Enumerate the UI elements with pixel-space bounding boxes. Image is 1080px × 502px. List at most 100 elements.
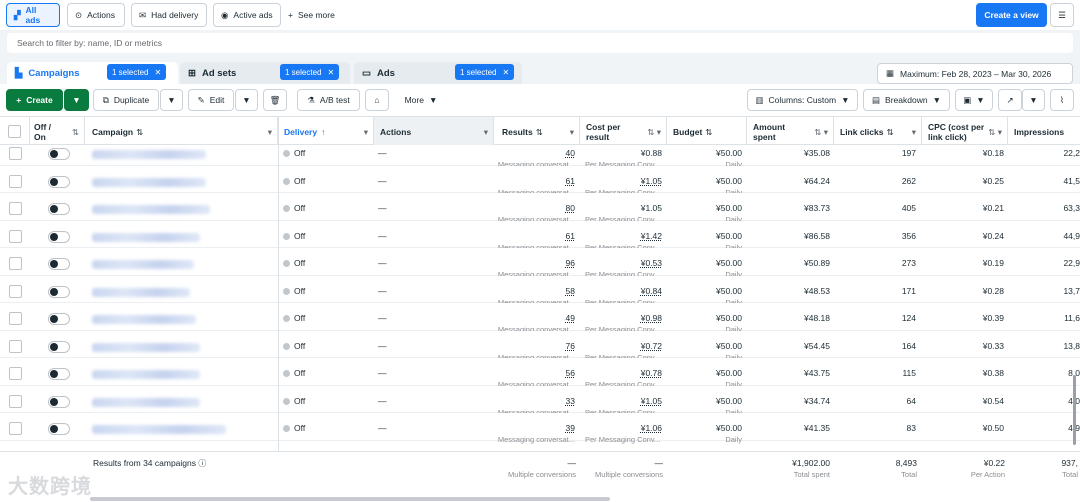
table-row[interactable]: Off — 58 Messaging conversat... ¥0.84 Pe…	[0, 275, 1080, 307]
cost-per-result-value[interactable]: ¥0.72	[640, 340, 662, 351]
cost-per-result-value[interactable]: ¥1.05	[640, 203, 662, 213]
edit-button[interactable]: ✎ Edit	[188, 89, 234, 111]
create-button[interactable]: + Create	[6, 89, 63, 111]
filter-active-ads[interactable]: ◉ Active ads	[213, 3, 281, 27]
table-row[interactable]: Off — 56 Messaging conversat... ¥0.78 Pe…	[0, 358, 1080, 389]
cost-per-result-value[interactable]: ¥1.05	[640, 175, 662, 186]
table-row[interactable]: Off — 80 Messaging conversat... ¥1.05 Pe…	[0, 193, 1080, 224]
results-value[interactable]: 39	[565, 423, 575, 433]
duplicate-dropdown-button[interactable]: ▼	[160, 89, 183, 111]
results-value[interactable]: 76	[565, 340, 575, 351]
col-campaign[interactable]: Campaign ⇅ ▾	[85, 117, 278, 146]
campaign-toggle[interactable]	[48, 285, 70, 298]
row-checkbox[interactable]	[9, 257, 22, 270]
col-off-on[interactable]: Off / On ⇅	[30, 117, 85, 146]
col-budget[interactable]: Budget ⇅	[667, 117, 747, 146]
col-actions[interactable]: Actions ▾	[374, 117, 494, 146]
table-row[interactable]: Off — 96 Messaging conversat... ¥0.53 Pe…	[0, 248, 1080, 279]
campaign-toggle[interactable]	[48, 395, 70, 408]
row-checkbox[interactable]	[9, 174, 22, 188]
results-value[interactable]: 61	[565, 230, 575, 241]
campaign-toggle[interactable]	[48, 313, 70, 325]
col-amount-spent[interactable]: Amount spent ⇅ ▾	[747, 117, 834, 146]
filter-had-delivery[interactable]: ✉ Had delivery	[131, 3, 207, 27]
row-checkbox[interactable]	[9, 284, 22, 298]
horizontal-scrollbar[interactable]	[90, 497, 610, 501]
results-value[interactable]: 80	[565, 203, 575, 213]
col-results[interactable]: Results ⇅ ▾	[494, 117, 580, 146]
close-icon[interactable]: ✕	[327, 67, 335, 77]
close-icon[interactable]: ✕	[154, 67, 162, 77]
filter-settings-button[interactable]: ☰	[1050, 3, 1074, 27]
results-value[interactable]: 61	[565, 175, 575, 186]
adsets-selected-chip[interactable]: 1 selected ✕	[280, 64, 340, 80]
results-value[interactable]: 49	[565, 313, 575, 323]
campaign-toggle[interactable]	[48, 368, 70, 380]
more-button[interactable]: More ▼	[398, 89, 444, 111]
campaign-name-redacted[interactable]	[92, 370, 200, 379]
cost-per-result-value[interactable]: ¥0.78	[640, 368, 662, 378]
date-range-picker[interactable]: ▦ Maximum: Feb 28, 2023 – Mar 30, 2026	[877, 63, 1073, 84]
cost-per-result-value[interactable]: ¥1.05	[640, 395, 662, 406]
cost-per-result-value[interactable]: ¥0.88	[640, 148, 662, 158]
results-value[interactable]: 40	[565, 148, 575, 158]
cost-per-result-value[interactable]: ¥1.42	[640, 230, 662, 241]
campaign-toggle[interactable]	[48, 230, 70, 243]
info-icon[interactable]: ⓘ	[198, 459, 207, 468]
table-row[interactable]: Off — 33 Messaging conversat... ¥1.05 Pe…	[0, 385, 1080, 417]
ab-test-button[interactable]: ⚗ A/B test	[297, 89, 360, 111]
campaign-name-redacted[interactable]	[92, 315, 196, 324]
results-value[interactable]: 58	[565, 285, 575, 296]
campaign-name-redacted[interactable]	[92, 177, 206, 187]
campaign-name-redacted[interactable]	[92, 260, 194, 269]
row-checkbox[interactable]	[9, 229, 22, 243]
close-icon[interactable]: ✕	[502, 67, 510, 77]
table-row[interactable]: Off — 61 Messaging conversat... ¥1.05 Pe…	[0, 165, 1080, 197]
col-cpc[interactable]: CPC (cost per link click) ⇅ ▾	[922, 117, 1008, 146]
row-checkbox[interactable]	[9, 422, 22, 435]
filter-all-ads[interactable]: ▞ All ads	[6, 3, 60, 27]
delete-button[interactable]: 🗑	[263, 89, 287, 111]
ads-selected-chip[interactable]: 1 selected ✕	[455, 64, 515, 80]
table-row[interactable]: Off — 49 Messaging conversat... ¥0.98 Pe…	[0, 303, 1080, 334]
campaign-toggle[interactable]	[48, 423, 70, 435]
cost-per-result-value[interactable]: ¥0.84	[640, 285, 662, 296]
breakdown-button[interactable]: ▤ Breakdown ▼	[863, 89, 950, 111]
campaign-name-redacted[interactable]	[92, 232, 200, 242]
charts-button[interactable]: ⌇	[1050, 89, 1074, 111]
col-link-clicks[interactable]: Link clicks ⇅ ▾	[834, 117, 922, 146]
create-view-button[interactable]: Create a view	[976, 3, 1047, 27]
campaign-name-redacted[interactable]	[92, 342, 200, 352]
col-delivery[interactable]: Delivery ↑ ▾	[278, 117, 374, 146]
campaign-name-redacted[interactable]	[92, 425, 226, 434]
col-impressions[interactable]: Impressions	[1014, 126, 1065, 137]
create-dropdown-button[interactable]: ▼	[64, 89, 89, 111]
results-value[interactable]: 96	[565, 258, 575, 268]
select-all-checkbox[interactable]	[8, 125, 21, 138]
vertical-scrollbar[interactable]	[1073, 375, 1076, 445]
edit-dropdown-button[interactable]: ▼	[235, 89, 258, 111]
cost-per-result-value[interactable]: ¥0.98	[640, 313, 662, 323]
row-checkbox[interactable]	[9, 367, 22, 380]
campaign-toggle[interactable]	[48, 148, 70, 160]
campaign-name-redacted[interactable]	[92, 397, 200, 407]
export-button[interactable]: ↗	[998, 89, 1022, 111]
col-cost-per-result[interactable]: Cost per result ⇅ ▾	[580, 117, 667, 146]
tag-button[interactable]: ⌂	[365, 89, 389, 111]
row-checkbox[interactable]	[9, 394, 22, 408]
search-input[interactable]: Search to filter by: name, ID or metrics	[7, 33, 1073, 53]
table-row[interactable]: Off — 61 Messaging conversat... ¥1.42 Pe…	[0, 220, 1080, 252]
cost-per-result-value[interactable]: ¥1.06	[640, 423, 662, 433]
campaign-name-redacted[interactable]	[92, 205, 210, 214]
campaign-name-redacted[interactable]	[92, 287, 190, 297]
row-checkbox[interactable]	[9, 312, 22, 325]
table-row[interactable]: Off — 40 Messaging conversat... ¥0.88 Pe…	[0, 145, 1080, 169]
duplicate-button[interactable]: ⧉ Duplicate	[93, 89, 159, 111]
cost-per-result-value[interactable]: ¥0.53	[640, 258, 662, 268]
columns-button[interactable]: ▥ Columns: Custom ▼	[747, 89, 858, 111]
row-checkbox[interactable]	[9, 339, 22, 353]
reports-button[interactable]: ▣ ▼	[955, 89, 993, 111]
results-value[interactable]: 33	[565, 395, 575, 406]
export-dropdown-button[interactable]: ▼	[1022, 89, 1045, 111]
campaign-name-redacted[interactable]	[92, 150, 206, 159]
